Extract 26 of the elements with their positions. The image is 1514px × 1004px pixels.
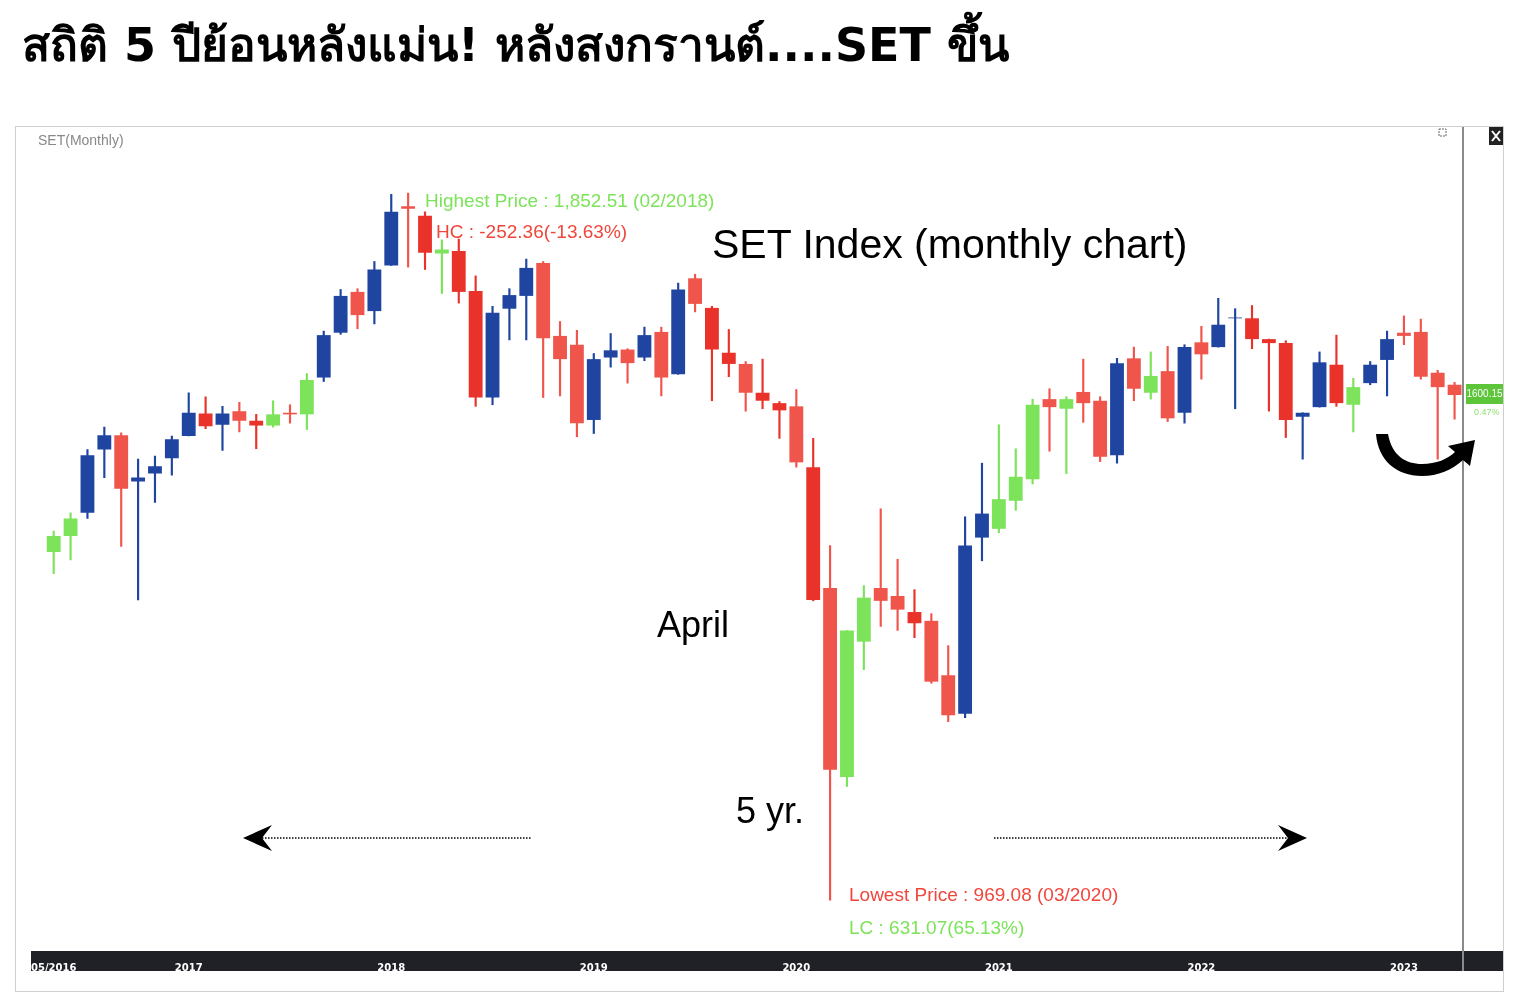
- candlestick: [131, 458, 146, 601]
- text: SET(Monthly): [38, 132, 124, 148]
- text: 1600.15: [1466, 384, 1503, 404]
- annotation: Highest Price : 1,852.51 (02/2018): [425, 190, 715, 211]
- text: 0.47%: [1474, 407, 1500, 417]
- text: LC : 631.07(65.13%): [849, 917, 1025, 938]
- x-tick-label: 2019: [579, 961, 608, 973]
- annotation: 5 yr.: [736, 790, 805, 831]
- x-tick-label: 2020: [782, 961, 811, 973]
- x-tick-label: 05/2016: [31, 961, 77, 973]
- x-tick-label: 2023: [1390, 961, 1418, 973]
- annotation: SET Index (monthly chart): [712, 221, 1188, 267]
- chart-title: สถิติ 5 ปีย้อนหลังแม่น! หลังสงกรานต์....SET ขึ้น: [22, 10, 1009, 74]
- candlestick: [907, 589, 922, 638]
- candlestick: [215, 406, 230, 451]
- x-tick-label: 2022: [1187, 961, 1216, 973]
- annotation: HC : -252.36(-13.63%): [436, 221, 628, 242]
- annotation: Lowest Price : 969.08 (03/2020): [849, 884, 1119, 905]
- x-tick-label: 2021: [984, 961, 1013, 973]
- annotation: April: [657, 604, 730, 645]
- candlestick: [772, 401, 787, 439]
- x-tick-label: 2018: [377, 961, 406, 973]
- candlestick: [755, 358, 770, 410]
- candlestick: [1447, 382, 1462, 420]
- x-tick-label: 2017: [174, 961, 203, 973]
- candlestick: [1042, 388, 1057, 452]
